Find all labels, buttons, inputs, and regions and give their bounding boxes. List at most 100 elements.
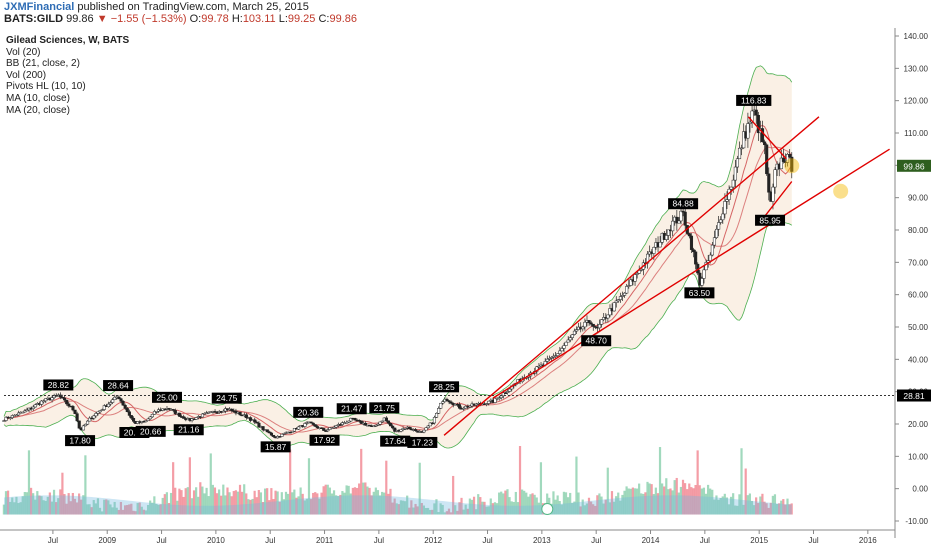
candle-body <box>683 211 687 226</box>
candle-body <box>666 229 671 236</box>
candle-body <box>689 235 694 250</box>
volume-bar <box>458 502 461 515</box>
candle-body <box>449 401 453 404</box>
candle-body <box>462 407 466 410</box>
bollinger-fill <box>4 65 792 448</box>
legend-item[interactable]: MA (10, close) <box>6 92 70 104</box>
candle-body <box>257 422 261 428</box>
time-tick-label: 2016 <box>859 536 877 545</box>
volume-bar <box>475 509 478 515</box>
volume-bar <box>711 489 714 515</box>
legend-item[interactable]: Vol (200) <box>6 69 47 81</box>
volume-bar <box>274 490 277 515</box>
volume-bar <box>207 496 210 515</box>
volume-bar <box>788 504 791 515</box>
candle-body <box>572 330 577 335</box>
pivot-label: 20.66 <box>140 426 162 436</box>
volume-bar <box>90 507 93 515</box>
volume-bar <box>462 509 465 515</box>
volume-bar <box>199 482 202 515</box>
volume-bar <box>623 490 626 515</box>
candle-body <box>150 413 154 418</box>
candle-body <box>725 199 729 202</box>
candle-body <box>315 426 319 429</box>
volume-bar <box>725 497 728 515</box>
volume-bar <box>617 492 620 515</box>
volume-bar <box>364 482 367 515</box>
candle-body <box>750 110 754 123</box>
candles-layer <box>2 101 794 439</box>
pivot-label: 84.88 <box>672 199 694 209</box>
volume-bar <box>341 491 344 515</box>
candle-body <box>349 418 353 422</box>
price-tick-label: 90.00 <box>908 194 929 203</box>
volume-bar <box>784 504 787 515</box>
volume-bar <box>326 484 329 515</box>
volume-bar <box>742 504 745 515</box>
volume-bar <box>663 486 666 515</box>
pivot-label-box <box>336 403 367 415</box>
candle-body <box>790 156 794 172</box>
candle-body <box>272 434 276 437</box>
volume-bar <box>178 488 181 515</box>
volume-bar <box>48 492 51 515</box>
volume-bar <box>29 487 33 515</box>
volume-bar <box>159 504 162 515</box>
volume-bar <box>188 457 191 515</box>
author-name[interactable]: JXMFinancial <box>4 1 75 13</box>
volume-bar <box>658 447 662 515</box>
legend-item[interactable]: BB (21, close, 2) <box>6 58 80 70</box>
volume-bar <box>481 501 484 515</box>
volume-bar <box>723 493 726 515</box>
volume-bar <box>249 499 252 515</box>
candle-body <box>244 414 248 419</box>
time-axis[interactable]: Jul 2009 Jul 2010 Jul 2011 Jul 2012 Jul 2013 Jul 20… <box>48 530 878 545</box>
volume-bar <box>673 480 676 515</box>
candle-body <box>474 403 478 406</box>
volume-bar <box>529 494 532 515</box>
volume-bar <box>180 490 183 515</box>
legend-item[interactable]: Vol (20) <box>6 46 41 58</box>
volume-bar <box>261 501 265 515</box>
candle-body <box>547 358 551 360</box>
volume-bar <box>266 488 269 515</box>
time-tick-label: 2015 <box>750 536 768 545</box>
volume-bar <box>251 498 254 515</box>
candle-body <box>167 408 171 410</box>
candle-body <box>554 355 558 357</box>
volume-bar <box>755 497 758 515</box>
volume-bar <box>27 450 31 515</box>
volume-bar <box>521 489 524 515</box>
volume-bar <box>464 504 467 515</box>
legend-item[interactable]: Pivots HL (10, 10) <box>6 81 86 93</box>
volume-bar <box>456 510 459 515</box>
volume-bar <box>314 492 317 515</box>
candle-body <box>345 422 349 424</box>
volume-bar <box>681 479 685 515</box>
pivot-label-box <box>407 436 438 448</box>
volume-bar <box>75 502 79 515</box>
volume-bar <box>719 498 722 515</box>
volume-bar <box>130 503 133 515</box>
symbol-label[interactable]: BATS:GILD <box>4 13 64 25</box>
candle-body <box>297 426 301 430</box>
volume-bar <box>17 503 20 515</box>
volume-bar <box>769 502 772 515</box>
volume-bar <box>761 493 764 515</box>
candle-body <box>63 397 67 401</box>
volume-bar <box>433 503 436 515</box>
volume-bar <box>109 504 112 515</box>
volume-bar <box>688 483 691 515</box>
legend-title[interactable]: Gilead Sciences, W, BATS <box>6 35 130 46</box>
volume-bar <box>493 502 497 515</box>
volume-bar <box>157 504 160 515</box>
candle-body <box>65 399 69 405</box>
volume-bar <box>669 488 672 515</box>
legend-item[interactable]: MA (20, close) <box>6 104 70 116</box>
volume-bar <box>65 503 68 515</box>
volume-bar <box>391 502 394 515</box>
volume-bar <box>426 507 430 515</box>
candle-body <box>437 408 441 414</box>
volume-bar <box>533 494 536 515</box>
